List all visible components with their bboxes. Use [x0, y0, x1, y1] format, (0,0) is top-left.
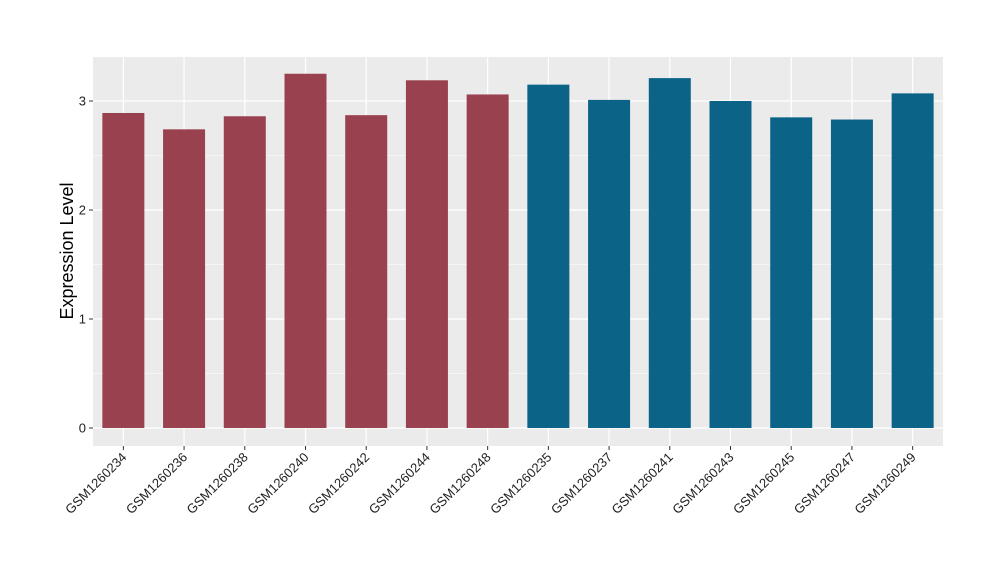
bar [709, 101, 752, 428]
x-tick-label: GSM1260236 [123, 450, 190, 517]
x-tick-label: GSM1260244 [366, 450, 433, 517]
y-axis-tick-labels: 0 1 2 3 [79, 94, 86, 436]
x-tick-label: GSM1260235 [487, 450, 554, 517]
y-tick-label: 1 [79, 312, 86, 327]
x-tick-label: GSM1260240 [244, 450, 311, 517]
bar [588, 99, 631, 428]
y-tick-label: 3 [79, 94, 86, 109]
x-tick-label: GSM1260245 [730, 450, 797, 517]
bar [284, 73, 327, 428]
y-tick-label: 2 [79, 203, 86, 218]
x-tick-label: GSM1260247 [791, 450, 858, 517]
x-tick-label: GSM1260238 [184, 450, 251, 517]
x-tick-label: GSM1260234 [62, 450, 129, 517]
bar [345, 115, 388, 429]
bar [830, 119, 873, 428]
x-tick-label: GSM1260242 [305, 450, 372, 517]
plot-panel [93, 57, 943, 446]
bar [770, 117, 813, 428]
bar [648, 78, 691, 429]
x-tick-label: GSM1260249 [851, 450, 918, 517]
bar [527, 84, 570, 429]
bar [891, 93, 934, 429]
bar [163, 129, 206, 428]
x-tick-label: GSM1260248 [426, 450, 493, 517]
x-tick-label: GSM1260243 [669, 450, 736, 517]
x-axis-tick-labels: GSM1260234GSM1260236GSM1260238GSM1260240… [62, 450, 919, 517]
bar [223, 116, 266, 428]
bars [102, 73, 934, 429]
bar [102, 112, 145, 429]
x-tick-label: GSM1260241 [609, 450, 676, 517]
bar [405, 80, 448, 428]
bar [466, 94, 509, 429]
x-tick-label: GSM1260237 [548, 450, 615, 517]
x-axis-ticks [122, 446, 914, 450]
y-axis-title: Expression Level [57, 182, 77, 319]
y-axis-ticks [89, 100, 93, 429]
y-tick-label: 0 [79, 421, 86, 436]
